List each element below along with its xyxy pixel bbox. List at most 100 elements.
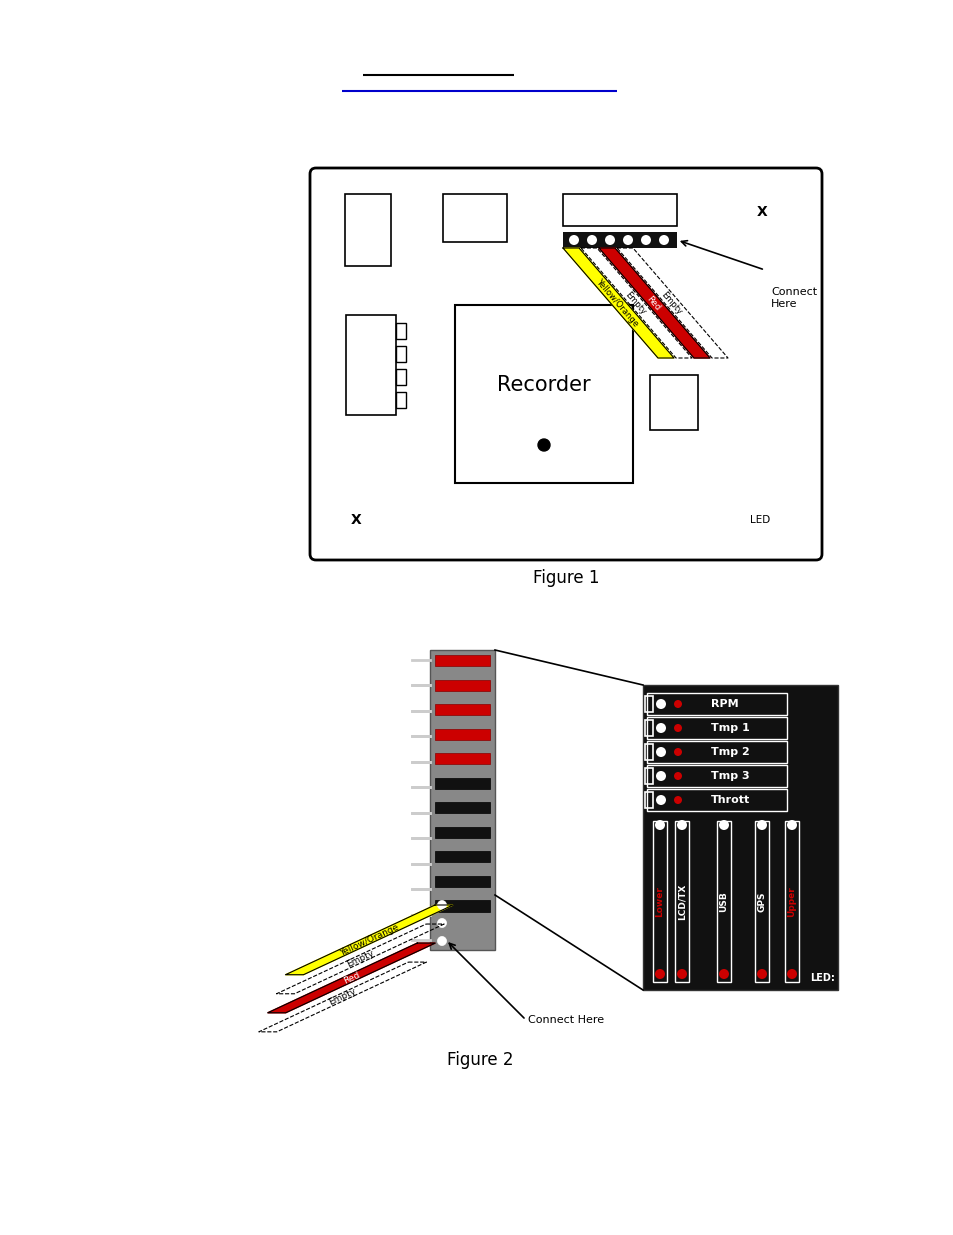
Text: Yellow/Orange: Yellow/Orange [338,923,400,957]
Bar [435,753,490,764]
Circle shape [656,771,665,781]
Bar [717,821,730,982]
Circle shape [673,724,681,732]
Bar [784,821,799,982]
Bar [435,679,490,690]
Circle shape [673,797,681,804]
Bar [646,718,786,739]
Bar [675,821,688,982]
Bar [435,876,490,887]
Text: Red: Red [644,294,661,312]
Circle shape [655,969,664,979]
Bar [652,821,666,982]
Circle shape [640,235,650,245]
Bar [562,194,677,226]
Text: Tmp 3: Tmp 3 [710,771,749,781]
Bar [346,315,395,415]
Bar [395,391,406,408]
Text: Empty: Empty [659,290,683,316]
Bar [644,720,652,736]
Text: Figure 1: Figure 1 [532,569,598,587]
Circle shape [437,936,446,946]
Bar [642,685,837,990]
Circle shape [677,820,686,830]
Bar [646,741,786,763]
Circle shape [604,235,615,245]
Polygon shape [562,248,673,358]
Circle shape [656,747,665,757]
Bar [345,194,391,266]
Circle shape [757,820,766,830]
Text: Recorder: Recorder [497,375,590,395]
Text: Connect
Here: Connect Here [770,288,817,309]
Circle shape [437,919,446,927]
Bar [455,305,633,483]
Text: GPS: GPS [757,892,765,911]
Bar [435,826,490,837]
Bar [395,369,406,385]
Polygon shape [268,944,435,1013]
Bar [435,655,490,666]
Bar [562,232,677,248]
Text: LED: LED [749,515,769,525]
Circle shape [719,820,728,830]
Circle shape [786,820,796,830]
Text: Empty: Empty [622,290,647,316]
Text: Tmp 1: Tmp 1 [710,722,749,734]
Circle shape [659,235,668,245]
Text: Yellow/Orange: Yellow/Orange [594,278,639,329]
Bar [649,375,698,430]
Polygon shape [285,905,453,974]
Circle shape [586,235,597,245]
Bar [644,743,652,760]
Text: Figure 2: Figure 2 [446,1051,513,1070]
Bar [644,697,652,713]
Bar [395,324,406,338]
Circle shape [656,795,665,805]
Circle shape [437,955,446,963]
Text: Empty: Empty [327,987,357,1008]
Circle shape [622,235,633,245]
Circle shape [656,699,665,709]
Text: X: X [756,205,766,219]
Bar [435,729,490,740]
Bar [754,821,768,982]
Bar [644,792,652,808]
Bar [435,803,490,814]
Text: Upper: Upper [786,887,796,916]
Polygon shape [598,248,709,358]
Text: Lower: Lower [655,885,664,916]
Text: LCD/TX: LCD/TX [677,883,686,920]
FancyBboxPatch shape [310,168,821,559]
Bar [435,704,490,715]
Circle shape [757,969,766,979]
Circle shape [673,700,681,708]
Circle shape [677,969,686,979]
Circle shape [786,969,796,979]
Circle shape [656,722,665,734]
Text: Connect Here: Connect Here [527,1015,603,1025]
Bar [646,764,786,787]
Circle shape [437,900,446,909]
Bar [395,346,406,362]
Text: Empty: Empty [345,948,375,969]
Bar [435,900,490,911]
Circle shape [673,748,681,756]
Bar [644,768,652,784]
Circle shape [719,969,728,979]
Bar [435,778,490,789]
Bar [435,851,490,862]
Bar [646,789,786,811]
Circle shape [673,772,681,781]
Text: X: X [351,513,361,527]
Bar [646,693,786,715]
Text: Red: Red [341,971,361,986]
Text: Tmp 2: Tmp 2 [710,747,749,757]
Bar [442,194,506,242]
Circle shape [568,235,578,245]
Circle shape [655,820,664,830]
Text: Thrott: Thrott [710,795,749,805]
Text: RPM: RPM [710,699,738,709]
Text: LED:: LED: [809,973,834,983]
Text: USB: USB [719,892,728,911]
